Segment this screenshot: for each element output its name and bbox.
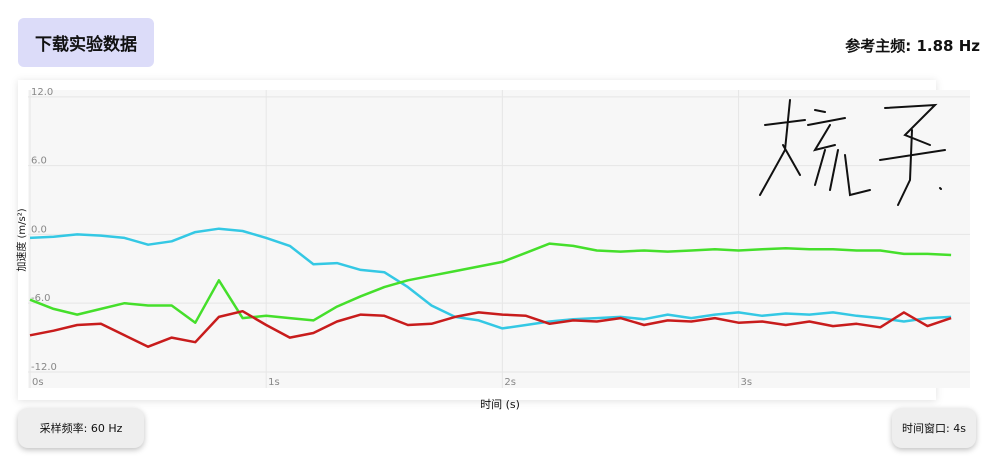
y-axis-label: 加速度 (m/s²) (15, 208, 28, 271)
plot: 12.0 6.0 0.0 -6.0 -12.0 0s 1s 2s 3s (28, 87, 970, 388)
data-line (29, 242, 952, 324)
time-window: 时间窗口: 4s (892, 408, 976, 448)
handwriting (759, 99, 946, 206)
sample-rate: 采样频率: 60 Hz (18, 408, 144, 448)
x-tick-label: 0s (32, 377, 44, 388)
data-line (29, 309, 952, 348)
x-tick-label: 2s (504, 377, 516, 388)
plot-area (28, 90, 970, 388)
y-tick-label: -6.0 (31, 293, 51, 304)
y-tick-label: 12.0 (31, 87, 53, 98)
reference-frequency: 参考主频: 1.88 Hz (845, 37, 980, 55)
x-axis-label: 时间 (s) (480, 398, 520, 411)
y-tick-label: 0.0 (31, 224, 47, 235)
data-line (29, 227, 952, 330)
x-tick-label: 1s (268, 377, 280, 388)
y-tick-label: 6.0 (31, 156, 47, 167)
download-button[interactable]: 下载实验数据 (18, 18, 154, 67)
x-tick-label: 3s (741, 377, 753, 388)
y-tick-label: -12.0 (31, 362, 57, 373)
